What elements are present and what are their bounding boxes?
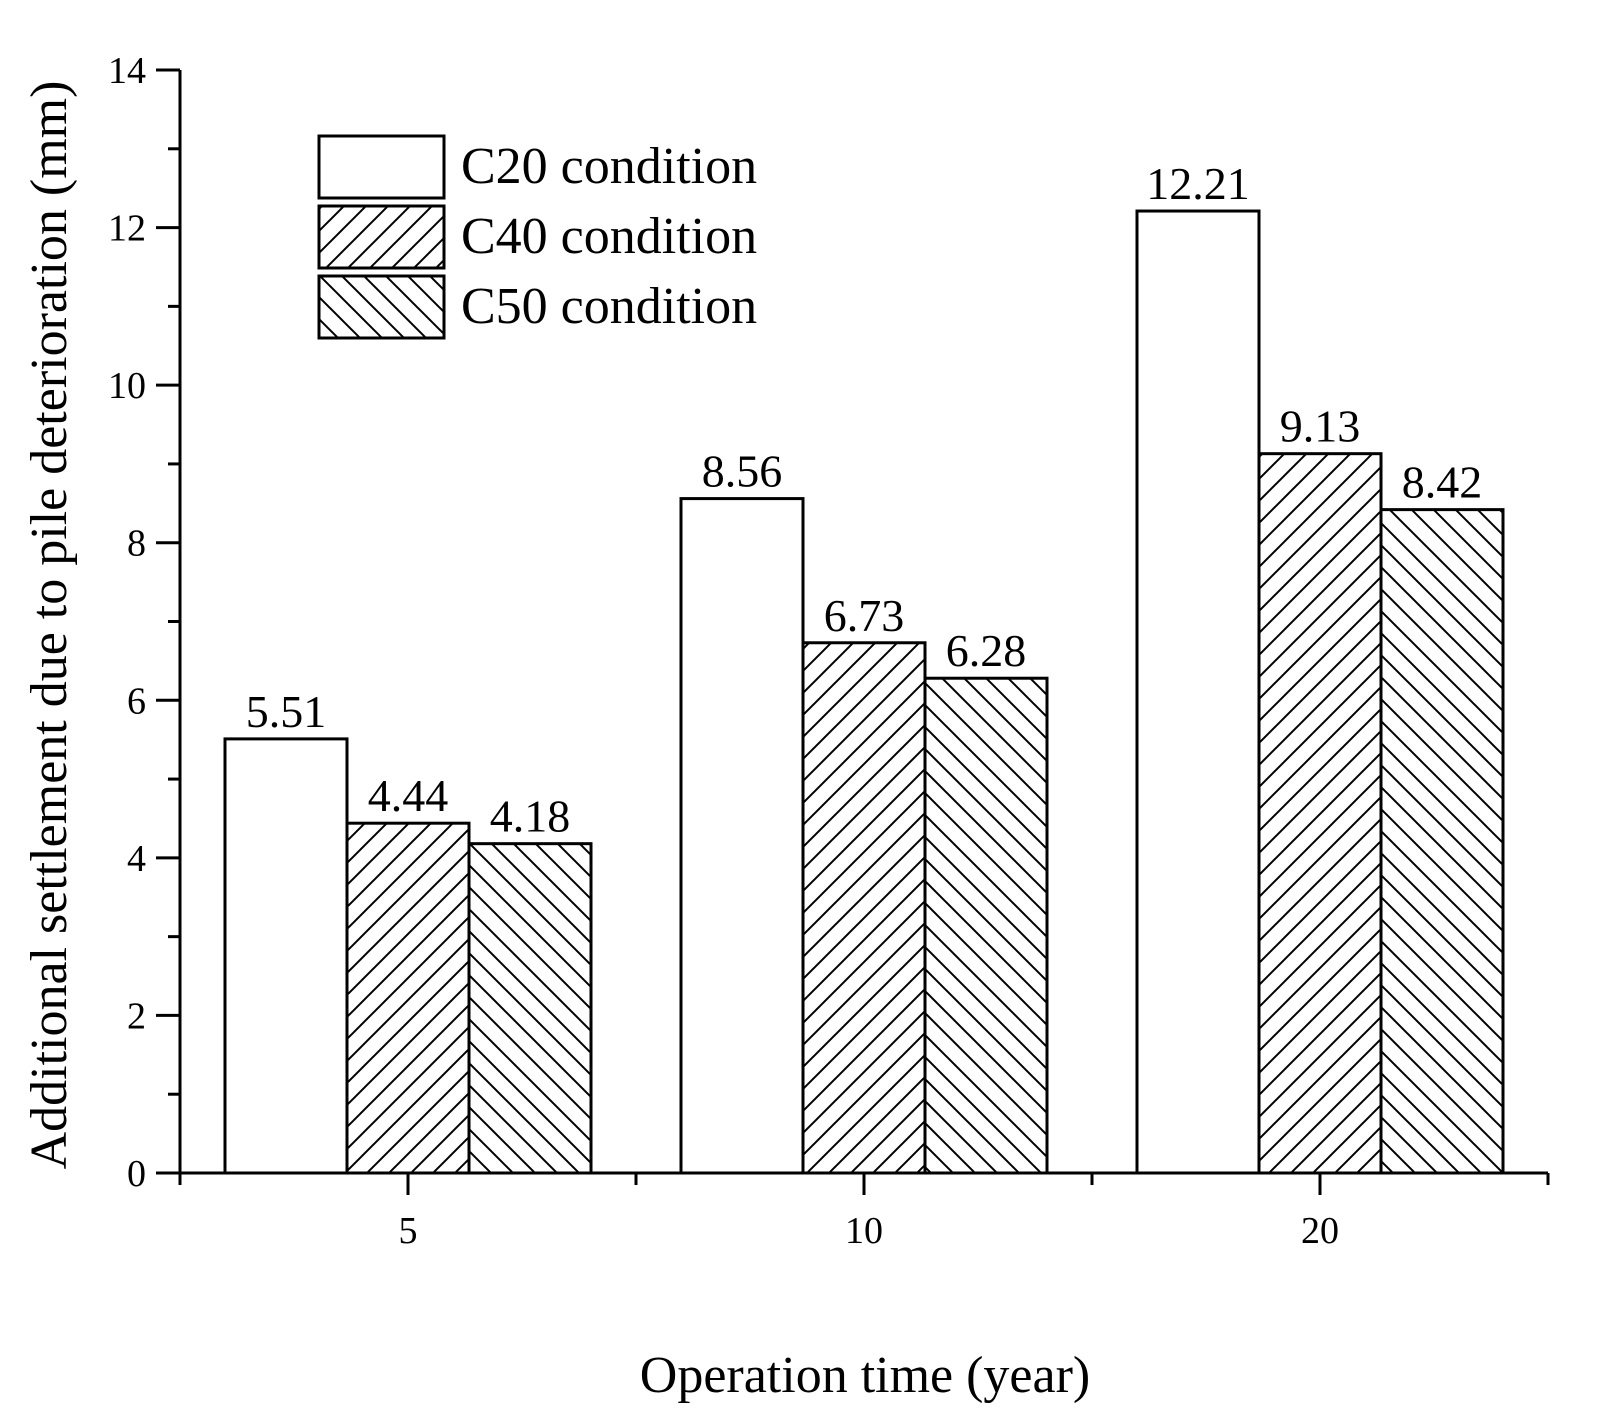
- bar-value-label: 5.51: [246, 686, 327, 737]
- bar-c20-condition-10: [679, 497, 805, 1175]
- bar-c50-condition-10: [923, 676, 1049, 1175]
- bar-value-label: 6.28: [946, 625, 1027, 676]
- y-axis: 0 2 4 6 8 10 12 14: [108, 50, 182, 1195]
- bar-c20-condition-5: [223, 737, 349, 1175]
- legend-swatch: [317, 274, 446, 340]
- bar-value-labels: 5.51 4.44 4.18 8.56 6.73 6.28 12.21 9.13 8.42: [246, 158, 1483, 842]
- bar-c50-condition-20: [1379, 508, 1505, 1175]
- x-axis-title: Operation time (year): [640, 1347, 1090, 1404]
- y-tick-label: 12: [108, 208, 146, 250]
- legend-swatch: [317, 134, 446, 200]
- bar-value-label: 4.44: [368, 770, 449, 821]
- legend-label: C20 condition: [461, 138, 757, 195]
- bar-c40-condition-10: [801, 641, 927, 1175]
- bar-value-label: 12.21: [1146, 158, 1250, 209]
- bars-group: [223, 209, 1505, 1175]
- y-tick-label: 2: [127, 995, 146, 1037]
- x-tick-label: 10: [845, 1210, 883, 1252]
- y-tick-label: 8: [127, 523, 146, 565]
- bar-value-label: 4.18: [490, 791, 571, 842]
- y-tick-label: 6: [127, 680, 146, 722]
- bar-c40-condition-20: [1257, 452, 1383, 1175]
- bar-value-label: 6.73: [824, 590, 905, 641]
- y-axis-title: Additional settlement due to pile deteri…: [21, 81, 78, 1170]
- y-tick-label: 10: [108, 365, 146, 407]
- legend: C20 condition C40 condition C50 condition: [317, 134, 757, 340]
- bar-value-label: 8.42: [1402, 457, 1483, 508]
- y-tick-label: 0: [127, 1153, 146, 1195]
- y-tick-label: 14: [108, 50, 146, 92]
- x-tick-label: 5: [399, 1210, 418, 1252]
- bar-value-label: 8.56: [702, 446, 783, 497]
- legend-label: C50 condition: [461, 278, 757, 335]
- bar-value-label: 9.13: [1280, 401, 1361, 452]
- legend-swatch: [317, 204, 446, 270]
- x-tick-label: 20: [1301, 1210, 1339, 1252]
- bar-c20-condition-20: [1135, 209, 1261, 1175]
- bar-c50-condition-5: [467, 842, 593, 1175]
- x-axis: 5 10 20: [178, 1171, 1550, 1252]
- y-tick-label: 4: [127, 838, 146, 880]
- bar-c40-condition-5: [345, 821, 471, 1175]
- legend-label: C40 condition: [461, 208, 757, 265]
